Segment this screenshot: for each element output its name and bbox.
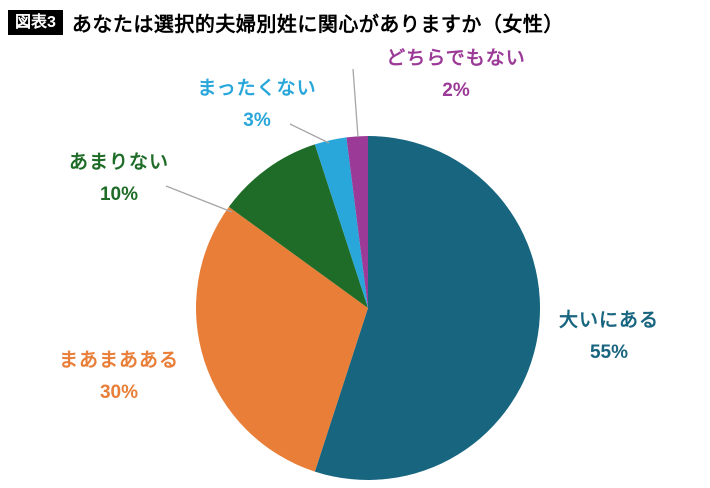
slice-percent: 55% [589, 341, 629, 363]
leader-line [165, 185, 233, 213]
pie-slice-1 [196, 206, 368, 472]
pie-slice-0 [314, 136, 541, 480]
slice-name: どちらでもない [386, 48, 526, 69]
slice-label-2: あまりない 10% [56, 152, 182, 207]
slice-name: 大いにある [558, 310, 659, 331]
chart-title: あなたは選択的夫婦別姓に関心がありますか（女性） [71, 14, 564, 36]
slice-label-0: 大いにある 55% [543, 310, 675, 365]
leader-line [289, 123, 330, 144]
figure-number-tag: 図表3 [8, 10, 63, 35]
figure-header: 図表3 あなたは選択的夫婦別姓に関心がありますか（女性） [8, 8, 564, 37]
slice-percent: 10% [99, 183, 139, 205]
slice-name: あまりない [68, 152, 169, 173]
slice-name: まあまあある [58, 350, 179, 371]
slice-percent: 2% [442, 79, 470, 101]
leader-line [352, 68, 359, 138]
slice-label-3: まったくない 3% [192, 78, 322, 133]
slice-label-4: どちらでもない 2% [378, 48, 534, 103]
pie-slice-3 [314, 137, 368, 308]
slice-percent: 3% [243, 109, 271, 131]
pie-slice-2 [228, 144, 368, 308]
pie-slice-4 [346, 136, 368, 308]
slice-name: まったくない [197, 78, 317, 99]
slice-percent: 30% [99, 381, 139, 403]
slice-label-1: まあまあある 30% [48, 350, 190, 405]
